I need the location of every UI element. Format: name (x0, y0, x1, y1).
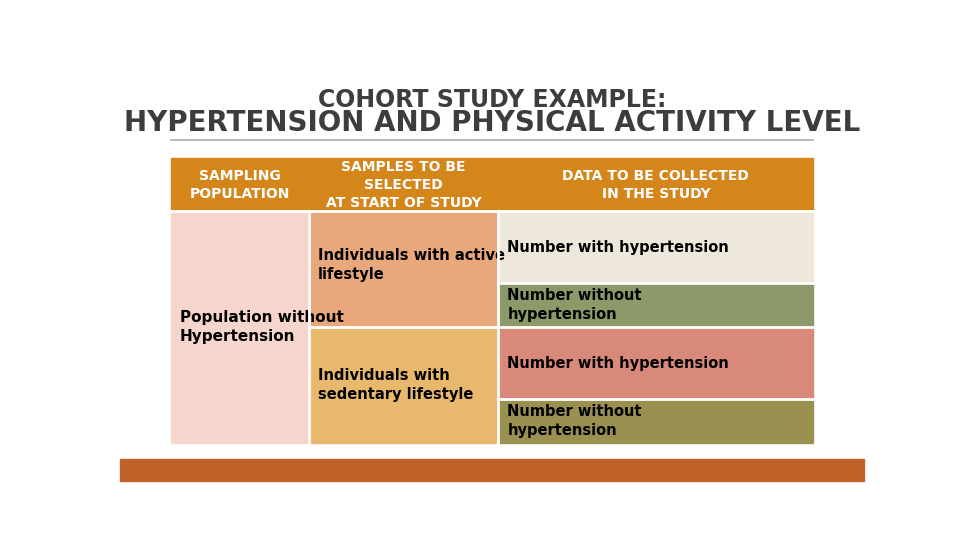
Bar (171, 211, 309, 443)
Bar (120, 459, 864, 481)
Bar (498, 399, 813, 443)
Text: Number with hypertension: Number with hypertension (507, 356, 729, 370)
Text: Population without
Hypertension: Population without Hypertension (180, 310, 344, 344)
Bar (498, 327, 813, 399)
Bar (498, 283, 813, 327)
Text: DATA TO BE COLLECTED
IN THE STUDY: DATA TO BE COLLECTED IN THE STUDY (563, 169, 750, 201)
Text: COHORT STUDY EXAMPLE:: COHORT STUDY EXAMPLE: (318, 88, 666, 112)
Text: SAMPLING
POPULATION: SAMPLING POPULATION (189, 169, 290, 201)
Bar (498, 211, 813, 283)
Bar (498, 158, 813, 211)
Bar (309, 327, 498, 443)
Text: Number with hypertension: Number with hypertension (507, 240, 729, 254)
Bar (309, 211, 498, 327)
Text: Individuals with active
lifestyle: Individuals with active lifestyle (318, 248, 505, 282)
Text: Number without
hypertension: Number without hypertension (507, 404, 642, 438)
Text: Individuals with
sedentary lifestyle: Individuals with sedentary lifestyle (318, 368, 473, 402)
Bar (171, 158, 309, 211)
Bar (309, 158, 498, 211)
Text: Number without
hypertension: Number without hypertension (507, 288, 642, 322)
Text: SAMPLES TO BE
SELECTED
AT START OF STUDY: SAMPLES TO BE SELECTED AT START OF STUDY (325, 160, 482, 210)
Text: HYPERTENSION AND PHYSICAL ACTIVITY LEVEL: HYPERTENSION AND PHYSICAL ACTIVITY LEVEL (124, 109, 860, 137)
